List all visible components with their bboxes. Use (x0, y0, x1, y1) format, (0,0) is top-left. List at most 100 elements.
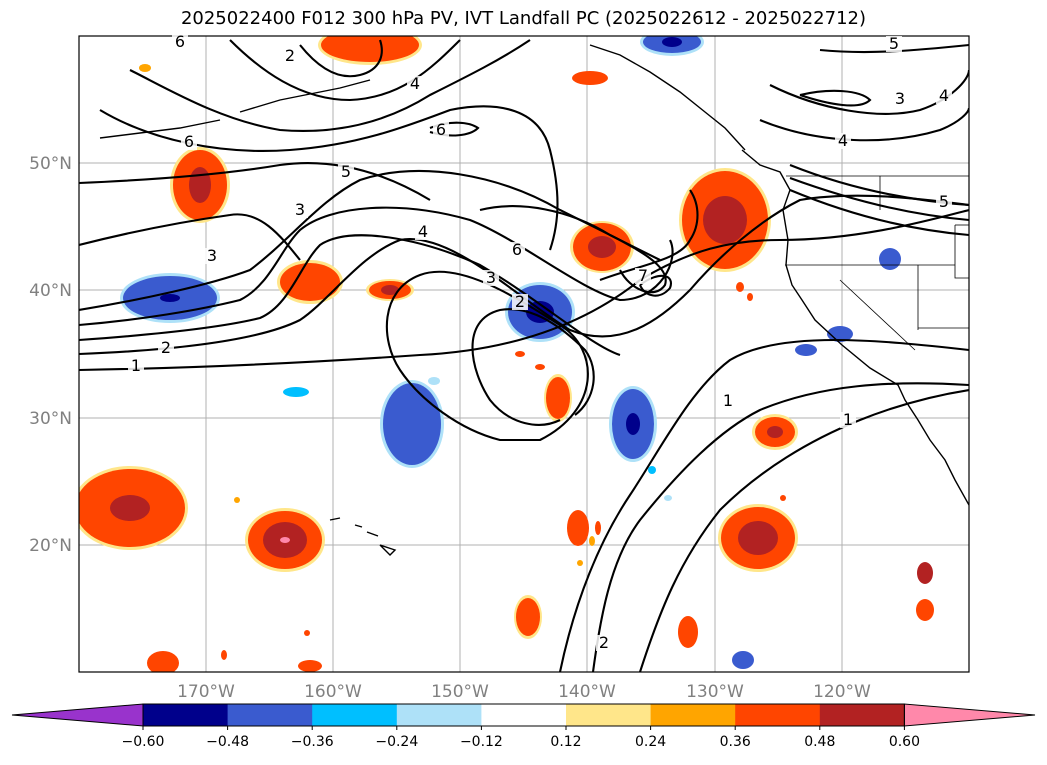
latitude-label: 30°N (29, 409, 72, 429)
warm-blob (567, 510, 589, 546)
colorbar-tick-label: 0.60 (889, 734, 920, 750)
cool-blob (609, 386, 657, 462)
warm-blob (718, 504, 798, 572)
warm-blob (916, 599, 934, 621)
pv-contour (229, 39, 461, 102)
warm-blob (170, 147, 230, 223)
pv-contour (769, 69, 969, 115)
pv-contour (79, 206, 674, 327)
contour-label: 6 (175, 32, 185, 51)
warm-blob (917, 562, 933, 584)
longitude-label: 120°W (813, 682, 871, 702)
pv-contour (79, 234, 621, 356)
warm-blob (678, 616, 698, 648)
contour-label: 6 (512, 240, 522, 259)
contour-label: 1 (843, 410, 853, 429)
warm-blob (570, 221, 634, 273)
pv-contour (799, 89, 872, 107)
contour-label: 5 (341, 162, 351, 181)
longitude-label: 150°W (431, 682, 489, 702)
warm-blob (679, 168, 771, 272)
pv-contour (99, 105, 559, 251)
warm-blob (572, 71, 608, 85)
latitude-label: 40°N (29, 281, 72, 301)
positive-pc-regions (79, 36, 934, 672)
longitude-label: 170°W (177, 682, 235, 702)
contour-label: 4 (939, 86, 949, 105)
contour-label: 3 (295, 200, 305, 219)
longitude-label: 140°W (558, 682, 616, 702)
warm-blob (277, 260, 343, 304)
colorbar-tick-label: 0.12 (550, 734, 581, 750)
colorbar-segment (735, 704, 821, 726)
contour-label: 5 (889, 34, 899, 53)
colorbar-tick-label: 0.36 (720, 734, 751, 750)
contour-label: 1 (723, 391, 733, 410)
colorbar-tick-label: 0.48 (804, 734, 835, 750)
pv-contour (79, 208, 969, 372)
latitude-labels: 50°N 40°N 30°N 20°N (29, 154, 72, 556)
pv-contour (599, 189, 699, 281)
pv-contour (79, 194, 969, 356)
contour-label: 3 (207, 246, 217, 265)
plot-frame (78, 35, 970, 673)
contour-label: 2 (285, 46, 295, 65)
pv-contour (79, 162, 431, 201)
pv-contour (789, 177, 969, 222)
colorbar-segment (481, 704, 567, 726)
contour-label: 4 (838, 131, 848, 150)
colorbar-tick-label: −0.36 (291, 734, 334, 750)
cool-blob (380, 380, 444, 468)
colorbar-tick-label: −0.24 (375, 734, 418, 750)
contour-label: 4 (410, 74, 420, 93)
latitude-label: 20°N (29, 536, 72, 556)
latitude-label: 50°N (29, 154, 72, 174)
warm-blob (147, 651, 179, 672)
warm-blob (245, 508, 325, 572)
cool-blob (640, 36, 704, 56)
pv-contour (471, 308, 595, 426)
contour-label: 5 (939, 192, 949, 211)
contour-label: 6 (184, 132, 194, 151)
contour-label: 3 (486, 268, 496, 287)
pv-contour (558, 338, 969, 672)
colorbar-segment (227, 704, 313, 726)
pv-contour (591, 382, 969, 672)
contour-label: 2 (515, 292, 525, 311)
colorbar-segment (566, 704, 652, 726)
contour-label: 2 (161, 338, 171, 357)
colorbar-tick-label: 0.24 (635, 734, 666, 750)
pv-contour (759, 107, 969, 142)
contour-label: 3 (895, 89, 905, 108)
warm-blob (544, 374, 572, 422)
warm-blob (298, 660, 322, 672)
contour-label: 2 (599, 633, 609, 652)
pv-contour (639, 388, 969, 672)
colorbar-extend-min (11, 703, 144, 727)
colorbar-tick-label: −0.48 (206, 734, 249, 750)
pv-contour (299, 39, 383, 78)
contour-label: 6 (436, 120, 446, 139)
contour-label: 7 (638, 266, 648, 285)
warm-blob (514, 595, 542, 639)
pv-contour (385, 270, 589, 442)
colorbar-segment (819, 704, 905, 726)
colorbar-segment (396, 704, 482, 726)
contour-label: 1 (131, 356, 141, 375)
pv-contour (79, 213, 301, 261)
colorbar-tick-label: −0.12 (460, 734, 503, 750)
cool-blob (120, 273, 220, 323)
colorbar-tick-label: −0.60 (122, 734, 165, 750)
contour-label: 4 (418, 222, 428, 241)
pv-contour (129, 39, 531, 132)
pv-contour (479, 205, 667, 294)
colorbar-segment (143, 704, 229, 726)
warm-blob (752, 414, 798, 450)
colorbar: −0.60 −0.48 −0.36 −0.24 −0.12 0.12 0.24 0.36 0.4… (11, 703, 1036, 750)
longitude-labels: 170°W 160°W 150°W 140°W 130°W 120°W (177, 682, 871, 702)
longitude-label: 130°W (686, 682, 744, 702)
colorbar-extend-max (903, 703, 1036, 727)
colorbar-segment (312, 704, 398, 726)
